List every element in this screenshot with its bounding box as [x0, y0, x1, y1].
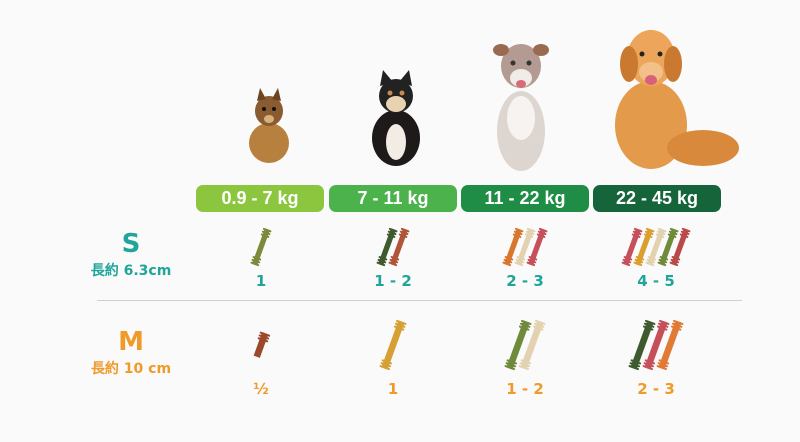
- yorkshire-terrier-image: [240, 85, 298, 165]
- dental-chew-icon: [518, 319, 546, 371]
- chew-count: 1 - 2: [506, 380, 544, 398]
- dental-chew-icon: [526, 227, 548, 267]
- dental-chew-icon: [645, 227, 667, 267]
- dental-chew-icon: [504, 319, 532, 371]
- dental-chew-icon: [514, 227, 536, 267]
- weight-band-1: 7 - 11 kg: [329, 185, 457, 212]
- weight-band-3: 22 - 45 kg: [593, 185, 721, 212]
- chew-group: [591, 316, 721, 374]
- size-letter: M: [118, 327, 144, 357]
- chew-count: 2 - 3: [637, 380, 675, 398]
- golden-retriever-image: [603, 20, 743, 172]
- shiba-inu-image: [365, 68, 427, 168]
- size-length: 長約 10 cm: [90, 361, 172, 377]
- dental-chew-icon: [628, 319, 656, 371]
- dental-chew-icon: [657, 227, 679, 267]
- size-letter: S: [121, 229, 141, 259]
- dental-chew-icon: [633, 227, 655, 267]
- dental-chew-icon: [253, 331, 271, 358]
- chew-group: [460, 316, 590, 374]
- chew-group: [591, 224, 721, 270]
- chew-group: [328, 316, 458, 374]
- chew-count: 2 - 3: [506, 272, 544, 290]
- dental-chew-icon: [379, 319, 407, 371]
- weight-band-0: 0.9 - 7 kg: [196, 185, 324, 212]
- dental-chew-icon: [656, 319, 684, 371]
- chew-group: [196, 224, 326, 270]
- australian-shepherd-image: [487, 36, 555, 174]
- chew-count: 4 - 5: [637, 272, 675, 290]
- dental-chew-icon: [621, 227, 643, 267]
- chew-count: 1 - 2: [374, 272, 412, 290]
- dental-chew-icon: [669, 227, 691, 267]
- dental-chew-icon: [376, 227, 398, 267]
- chew-group: [460, 224, 590, 270]
- chew-group: [328, 224, 458, 270]
- chew-group: [196, 316, 326, 374]
- chew-count: 1: [387, 380, 399, 398]
- weight-band-2: 11 - 22 kg: [461, 185, 589, 212]
- size-s-label: S 長約 6.3cm: [76, 230, 186, 280]
- chew-count: ½: [253, 380, 269, 398]
- dental-chew-icon: [642, 319, 670, 371]
- dental-chew-icon: [502, 227, 524, 267]
- dental-chew-icon: [388, 227, 410, 267]
- size-m-label: M 長約 10 cm: [76, 328, 186, 378]
- size-length: 長約 6.3cm: [90, 263, 172, 279]
- row-divider: [97, 300, 742, 301]
- dental-chew-icon: [250, 227, 272, 267]
- chew-count: 1: [255, 272, 267, 290]
